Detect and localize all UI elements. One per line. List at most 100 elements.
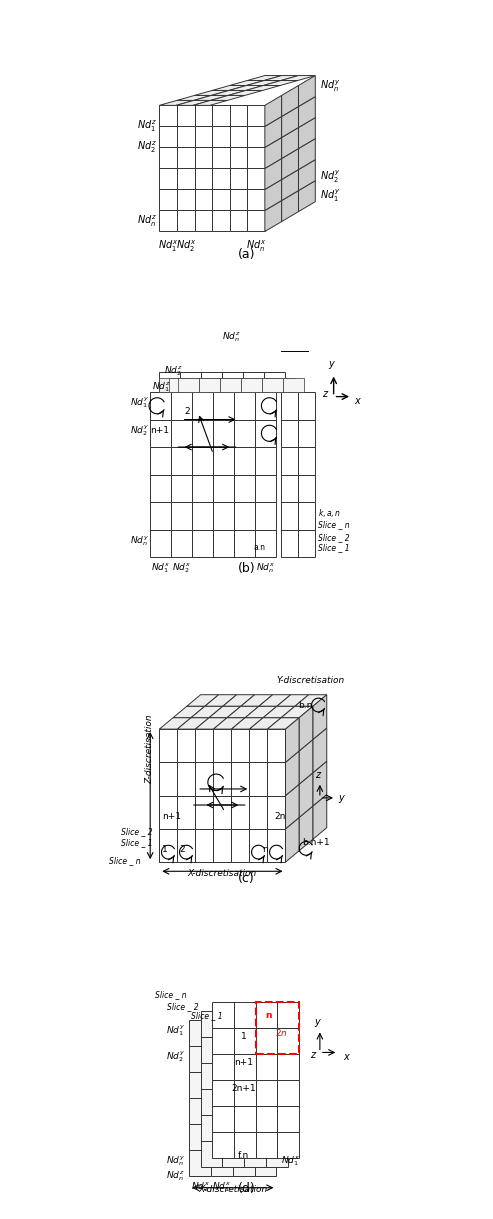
Bar bbox=[244, 1037, 266, 1063]
Polygon shape bbox=[213, 762, 231, 796]
Polygon shape bbox=[159, 729, 177, 762]
Bar bbox=[252, 379, 274, 393]
Bar bbox=[234, 1002, 256, 1028]
Text: $Nd_n^z$: $Nd_n^z$ bbox=[137, 213, 157, 229]
Bar bbox=[211, 1098, 233, 1124]
Bar bbox=[266, 1089, 288, 1115]
Polygon shape bbox=[299, 806, 313, 851]
Polygon shape bbox=[159, 100, 194, 105]
Polygon shape bbox=[281, 706, 313, 718]
Bar bbox=[212, 168, 230, 189]
Bar bbox=[195, 127, 212, 147]
Text: Slice _ 2: Slice _ 2 bbox=[317, 534, 349, 542]
Polygon shape bbox=[268, 762, 285, 796]
Text: $Nd_2^x$: $Nd_2^x$ bbox=[191, 1181, 210, 1195]
Polygon shape bbox=[298, 180, 316, 212]
Polygon shape bbox=[195, 829, 213, 862]
Text: Slice _ 2: Slice _ 2 bbox=[121, 826, 152, 836]
Polygon shape bbox=[295, 706, 313, 740]
Polygon shape bbox=[241, 695, 273, 706]
Polygon shape bbox=[159, 729, 177, 762]
Bar bbox=[189, 1098, 211, 1124]
Bar bbox=[256, 1106, 278, 1132]
Bar bbox=[234, 1132, 256, 1158]
Bar bbox=[222, 1141, 244, 1167]
Text: Slice _ n: Slice _ n bbox=[155, 990, 186, 1000]
Bar bbox=[255, 419, 276, 447]
Polygon shape bbox=[268, 796, 285, 829]
Polygon shape bbox=[313, 695, 327, 740]
Bar bbox=[222, 1012, 244, 1037]
Bar bbox=[150, 419, 171, 447]
Bar bbox=[266, 1012, 288, 1037]
Polygon shape bbox=[223, 706, 241, 740]
Bar bbox=[189, 1124, 211, 1151]
Polygon shape bbox=[241, 773, 259, 806]
Text: $Nd_n^y$: $Nd_n^y$ bbox=[320, 78, 340, 94]
Text: $Nd_n^z$: $Nd_n^z$ bbox=[222, 330, 241, 344]
Polygon shape bbox=[223, 695, 255, 706]
Bar bbox=[256, 1132, 278, 1158]
Text: $Nd_1^z$: $Nd_1^z$ bbox=[152, 380, 171, 394]
Text: y: y bbox=[338, 792, 344, 803]
Polygon shape bbox=[231, 829, 249, 862]
Polygon shape bbox=[295, 806, 313, 839]
Polygon shape bbox=[268, 729, 285, 762]
Bar bbox=[233, 1073, 254, 1098]
Bar bbox=[230, 147, 247, 168]
Polygon shape bbox=[268, 796, 285, 829]
Bar bbox=[212, 127, 230, 147]
Text: z: z bbox=[322, 389, 327, 400]
Polygon shape bbox=[213, 762, 231, 796]
Polygon shape bbox=[282, 85, 298, 117]
Polygon shape bbox=[173, 784, 191, 818]
Text: 2n: 2n bbox=[274, 812, 285, 820]
Polygon shape bbox=[159, 796, 177, 829]
Polygon shape bbox=[191, 706, 223, 718]
Polygon shape bbox=[191, 751, 209, 784]
Bar bbox=[177, 189, 195, 211]
Polygon shape bbox=[241, 806, 259, 839]
Polygon shape bbox=[298, 76, 316, 106]
Bar bbox=[233, 1098, 254, 1124]
Polygon shape bbox=[173, 706, 205, 718]
Bar bbox=[234, 1106, 256, 1132]
Polygon shape bbox=[231, 762, 249, 796]
Text: $k,a,n$: $k,a,n$ bbox=[317, 507, 341, 519]
Text: n+1: n+1 bbox=[150, 427, 169, 435]
Bar bbox=[278, 1106, 299, 1132]
Polygon shape bbox=[223, 806, 241, 839]
Bar bbox=[262, 378, 283, 393]
Bar bbox=[241, 378, 262, 393]
Polygon shape bbox=[211, 95, 245, 100]
Polygon shape bbox=[249, 829, 268, 862]
Bar bbox=[212, 1028, 234, 1054]
Polygon shape bbox=[249, 762, 268, 796]
Text: (d): (d) bbox=[238, 1181, 255, 1195]
Bar bbox=[212, 1054, 234, 1080]
Polygon shape bbox=[231, 829, 249, 862]
Bar bbox=[222, 372, 244, 393]
Polygon shape bbox=[298, 139, 316, 169]
Polygon shape bbox=[227, 706, 259, 718]
Text: x: x bbox=[343, 1052, 349, 1062]
Polygon shape bbox=[177, 829, 195, 862]
Bar bbox=[150, 474, 171, 502]
Polygon shape bbox=[209, 718, 227, 751]
Polygon shape bbox=[231, 729, 249, 762]
Bar bbox=[274, 378, 295, 393]
Polygon shape bbox=[159, 762, 177, 796]
Bar bbox=[171, 393, 192, 419]
Bar bbox=[278, 1054, 299, 1080]
Polygon shape bbox=[285, 751, 299, 796]
Bar bbox=[281, 474, 298, 502]
Polygon shape bbox=[282, 106, 298, 138]
Bar bbox=[169, 379, 189, 393]
Text: $Nd_2^x$: $Nd_2^x$ bbox=[176, 239, 196, 254]
Text: $Nd_n^x$: $Nd_n^x$ bbox=[246, 239, 266, 254]
Bar bbox=[230, 211, 247, 232]
Polygon shape bbox=[281, 818, 299, 851]
Text: Slice _ n: Slice _ n bbox=[109, 857, 141, 865]
Bar bbox=[201, 1089, 222, 1115]
Bar bbox=[233, 1020, 254, 1046]
